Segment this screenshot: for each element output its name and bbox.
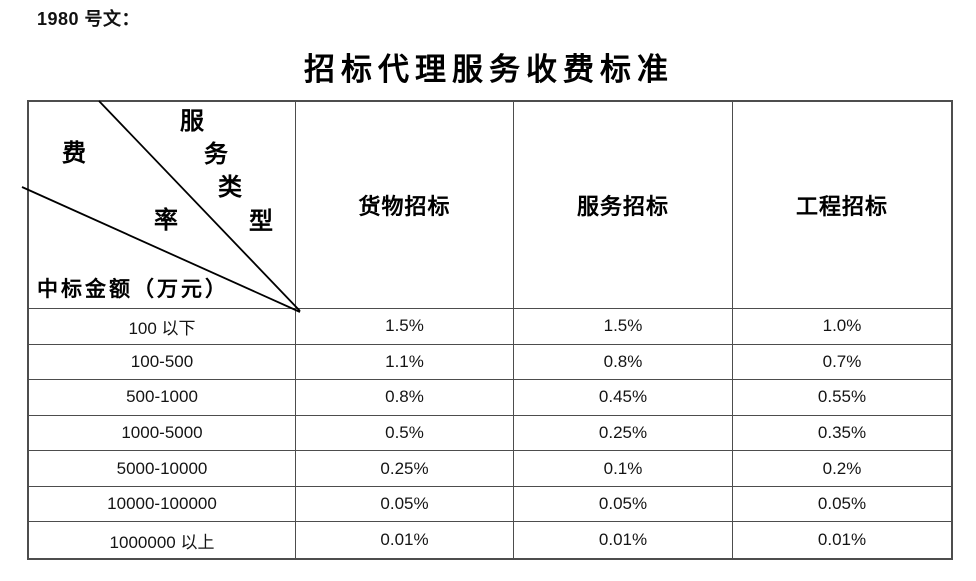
fee-value-cell: 0.8% xyxy=(296,380,514,416)
column-header-service: 服务招标 xyxy=(514,102,733,309)
corner-service-type-char: 服 xyxy=(180,109,204,135)
page-title: 招标代理服务收费标准 xyxy=(304,52,674,87)
fee-value-cell: 0.25% xyxy=(296,451,514,487)
column-header-goods: 货物招标 xyxy=(296,102,514,309)
fee-value-cell: 0.01% xyxy=(514,522,733,558)
fee-value-cell: 0.7% xyxy=(733,345,951,381)
table-corner-cell: 费 率 服 务 类 型 中标金额（万元） xyxy=(21,100,301,313)
fee-value-cell: 0.5% xyxy=(296,415,514,452)
fee-value-cell: 0.45% xyxy=(514,380,733,416)
diagonal-divider-lines xyxy=(21,100,301,313)
row-range-cell: 1000000 以上 xyxy=(29,522,296,558)
corner-service-type-char: 务 xyxy=(204,142,228,168)
fee-value-cell: 0.2% xyxy=(733,451,951,487)
row-range-cell: 1000-5000 xyxy=(29,415,296,452)
corner-service-type-char: 型 xyxy=(249,209,273,235)
column-header-engineering: 工程招标 xyxy=(733,102,951,309)
row-range-cell: 10000-100000 xyxy=(29,486,296,523)
fee-value-cell: 0.05% xyxy=(514,486,733,523)
fee-value-cell: 0.05% xyxy=(733,487,951,523)
fee-value-cell: 0.35% xyxy=(733,416,951,452)
row-range-cell: 500-1000 xyxy=(29,380,296,416)
row-range-cell: 100-500 xyxy=(29,344,296,381)
fee-value-cell: 1.5% xyxy=(296,309,514,345)
fee-value-cell: 1.0% xyxy=(733,309,951,345)
row-range-cell: 5000-10000 xyxy=(29,451,296,487)
fee-value-cell: 0.01% xyxy=(817,530,867,550)
fee-value-cell: 1.1% xyxy=(296,344,514,381)
fee-value-cell: 0.25% xyxy=(514,415,733,452)
fee-value-cell: 0.8% xyxy=(514,344,733,381)
fee-value-cell: 0.1% xyxy=(514,451,733,487)
row-range-cell: 100 以下 xyxy=(29,309,296,345)
fee-standard-table: 费 率 服 务 类 型 中标金额（万元） 货物招标 服务招标 工程招标 100 … xyxy=(21,100,953,560)
corner-fee-rate-char: 费 xyxy=(62,141,86,167)
corner-amount-label: 中标金额（万元） xyxy=(37,277,229,301)
corner-service-type-char: 类 xyxy=(218,175,242,201)
fee-value-cell: 0.01% xyxy=(296,522,514,558)
corner-fee-rate-char: 率 xyxy=(154,208,178,234)
fee-value-cell: 1.5% xyxy=(514,309,733,345)
fee-value-cell: 0.05% xyxy=(296,486,514,523)
doc-number: 1980 号文： xyxy=(37,9,141,29)
fee-value-cell: 0.55% xyxy=(733,380,951,416)
